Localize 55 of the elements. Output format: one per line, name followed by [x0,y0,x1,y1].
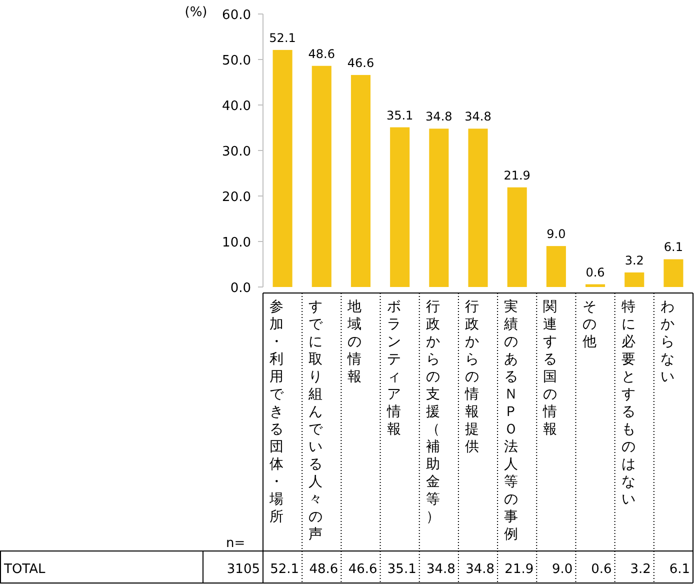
data-label: 35.1 [387,562,416,577]
bar [429,128,449,287]
y-tick-label: 30.0 [222,144,251,160]
bar [468,128,488,287]
x-tick-label: ボランティア情報 [386,299,401,438]
text: 34.8 [426,110,452,124]
text: 6.1 [664,240,683,254]
x-tick-label: その他 [582,299,596,350]
bar [272,50,292,287]
bar [546,246,566,287]
text: 34.8 [464,110,492,124]
text: 0.6 [586,265,605,280]
y-tick-label: 60.0 [222,8,251,23]
category-label: 実績のあるＮＰＯ法人等の事例 [504,299,518,542]
text: 3.2 [624,253,644,268]
category-label: すでに取り組んでいる人々の声 [308,299,323,542]
data-label: 21.9 [504,562,534,577]
y-tick-label: 50.0 [222,54,251,68]
y-tick-label: 20.0 [222,190,251,205]
data-label: 52.1 [270,562,300,577]
category-label: 行政からの支援（補助金等） [426,299,440,525]
y-tick-label: 10.0 [222,236,251,250]
bar [664,259,684,287]
text: 3105 [226,562,260,577]
text: 52.1 [269,30,296,45]
bar [624,272,644,287]
data-label: 34.8 [426,562,456,577]
data-label: 6.1 [669,562,690,577]
data-label: 46.6 [348,562,378,577]
category-label: 参加・利用できる団体・場所 [270,299,284,525]
data-label: 9.0 [552,562,573,577]
text: 35.1 [386,108,414,122]
y-axis-title: (%) [184,5,208,20]
text: 9.0 [546,227,566,242]
text: 46.6 [347,56,374,70]
category-label: 特に必要とするものはない [621,299,636,508]
x-tick-label: わからない [660,299,674,385]
bar [507,187,527,287]
data-label: 48.6 [309,562,338,577]
bar [350,74,370,287]
data-label: 34.8 [466,562,495,577]
x-tick-label: 地域の情報 [346,299,362,385]
bar [390,127,410,287]
y-tick-label: 0.0 [230,281,251,296]
data-label: 3.2 [630,562,651,577]
category-label: 行政からの情報提供 [465,299,479,455]
data-label: 0.6 [591,562,612,577]
bar [586,284,606,287]
y-tick-label: 40.0 [222,99,251,114]
text: 21.9 [504,168,530,182]
bar [312,66,332,287]
x-tick-label: 関連する国の情報 [542,299,558,438]
text: n= [226,536,246,551]
text: TOTAL [3,562,46,577]
text: 48.6 [308,46,335,61]
